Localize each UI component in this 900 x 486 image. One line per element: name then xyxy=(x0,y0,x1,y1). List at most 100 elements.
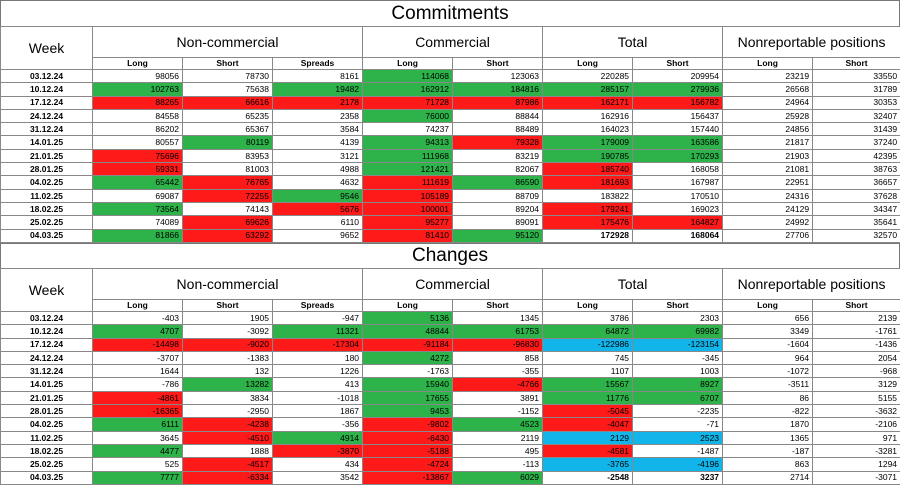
value-cell: 1867 xyxy=(271,404,364,419)
column-subheader: Short xyxy=(632,57,724,70)
table-row: 25.02.25 525 -4517 434 -4724 -113 -3765 -4196 86… xyxy=(0,457,900,472)
value-cell: 164827 xyxy=(632,215,724,230)
value-cell: 6110 xyxy=(271,215,364,230)
value-cell: 164023 xyxy=(542,122,634,137)
table-row: 10.12.24 102763 75638 19482 162912 184816 2851… xyxy=(0,82,900,97)
value-cell: 86590 xyxy=(452,175,544,190)
value-cell: -14498 xyxy=(92,337,183,352)
value-cell: 88844 xyxy=(452,108,544,124)
value-cell: 964 xyxy=(722,350,814,366)
value-cell: 175476 xyxy=(542,215,634,230)
table-row: 04.03.25 7777 -6334 3542 -13867 6029 -2548 3237… xyxy=(0,470,900,485)
week-cell: 04.02.25 xyxy=(0,175,93,190)
value-cell: 168064 xyxy=(632,228,724,243)
value-cell: 69087 xyxy=(92,188,183,203)
non-commercial-header: Non-commercial xyxy=(91,268,364,300)
value-cell: 83219 xyxy=(452,148,544,164)
week-cell: 25.02.25 xyxy=(0,457,93,472)
value-cell: -3092 xyxy=(182,324,273,339)
column-subheader: Long xyxy=(722,57,814,70)
value-cell: 74089 xyxy=(92,215,183,230)
value-cell: 86 xyxy=(722,390,814,406)
value-cell: -17304 xyxy=(271,337,364,352)
value-cell: 72255 xyxy=(182,188,273,203)
value-cell: 190785 xyxy=(542,148,634,164)
week-cell: 21.01.25 xyxy=(0,148,93,164)
value-cell: 31789 xyxy=(812,82,900,97)
table-row: 11.02.25 3645 -4510 4914 -6430 2119 2129 2523 13… xyxy=(0,430,900,445)
week-cell: 24.12.24 xyxy=(0,350,93,366)
column-subheader: Spreads xyxy=(271,57,364,70)
value-cell: 22951 xyxy=(722,175,814,190)
week-cell: 04.03.25 xyxy=(0,470,93,485)
value-cell: 95277 xyxy=(362,215,454,230)
table-row: 21.01.25 75696 83953 3121 111968 83219 190785 1… xyxy=(0,148,900,164)
value-cell: 3129 xyxy=(812,377,900,392)
value-cell: 1888 xyxy=(182,443,273,459)
value-cell: 81003 xyxy=(182,162,273,177)
value-cell: 1345 xyxy=(452,310,544,326)
nonreportable-header: Nonreportable positions xyxy=(722,26,900,58)
table-row: 31.12.24 1644 132 1226 -1763 -355 1107 1003 -107… xyxy=(0,364,900,379)
value-cell: 17655 xyxy=(362,390,454,406)
value-cell: 3891 xyxy=(452,390,544,406)
value-cell: 80119 xyxy=(182,135,273,150)
week-cell: 17.12.24 xyxy=(0,337,93,352)
value-cell: 21817 xyxy=(722,135,814,150)
value-cell: 172928 xyxy=(542,228,634,243)
value-cell: 24316 xyxy=(722,188,814,203)
value-cell: 3121 xyxy=(271,148,364,164)
table-row: 24.12.24 -3707 -1383 180 4272 858 745 -345 964 20… xyxy=(0,350,900,366)
value-cell: 1107 xyxy=(542,364,634,379)
value-cell: 3786 xyxy=(542,310,634,326)
table-row: 18.02.25 73564 74143 5676 100001 89204 179241 1… xyxy=(0,201,900,217)
value-cell: 162171 xyxy=(542,95,634,110)
value-cell: -4861 xyxy=(92,390,183,406)
value-cell: 3237 xyxy=(632,470,724,485)
value-cell: 156437 xyxy=(632,108,724,124)
value-cell: 123063 xyxy=(452,68,544,84)
value-cell: 413 xyxy=(271,377,364,392)
value-cell: 81410 xyxy=(362,228,454,243)
value-cell: 169023 xyxy=(632,201,724,217)
value-cell: 80557 xyxy=(92,135,183,150)
value-cell: 132 xyxy=(182,364,273,379)
value-cell: 15567 xyxy=(542,377,634,392)
value-cell: -4724 xyxy=(362,457,454,472)
value-cell: 69982 xyxy=(632,324,724,339)
table-row: 21.01.25 -4861 3834 -1018 17655 3891 11776 6707… xyxy=(0,390,900,406)
value-cell: 1294 xyxy=(812,457,900,472)
week-header: Week xyxy=(0,26,93,70)
value-cell: 84558 xyxy=(92,108,183,124)
value-cell: 21081 xyxy=(722,162,814,177)
value-cell: 23219 xyxy=(722,68,814,84)
value-cell: -1763 xyxy=(362,364,454,379)
value-cell: 863 xyxy=(722,457,814,472)
column-subheader: Short xyxy=(452,57,544,70)
value-cell: 105189 xyxy=(362,188,454,203)
week-cell: 11.02.25 xyxy=(0,430,93,445)
table-row: 04.03.25 81866 63292 9652 81410 95120 172928 16… xyxy=(0,228,900,243)
value-cell: -968 xyxy=(812,364,900,379)
value-cell: -4581 xyxy=(542,443,634,459)
value-cell: 37628 xyxy=(812,188,900,203)
value-cell: 33550 xyxy=(812,68,900,84)
week-cell: 21.01.25 xyxy=(0,390,93,406)
changes-table: Week Non-commercial Commercial Total Nonrepo… xyxy=(0,268,900,485)
value-cell: -4196 xyxy=(632,457,724,472)
value-cell: 5155 xyxy=(812,390,900,406)
column-subheader: Short xyxy=(812,57,900,70)
value-cell: 170293 xyxy=(632,148,724,164)
value-cell: 24129 xyxy=(722,201,814,217)
commitments-title: Commitments xyxy=(0,0,900,27)
value-cell: -96830 xyxy=(452,337,544,352)
value-cell: 100001 xyxy=(362,201,454,217)
value-cell: 3349 xyxy=(722,324,814,339)
value-cell: 24964 xyxy=(722,95,814,110)
value-cell: 495 xyxy=(452,443,544,459)
value-cell: 75638 xyxy=(182,82,273,97)
value-cell: 38763 xyxy=(812,162,900,177)
value-cell: 745 xyxy=(542,350,634,366)
value-cell: -71 xyxy=(632,417,724,432)
value-cell: -1487 xyxy=(632,443,724,459)
